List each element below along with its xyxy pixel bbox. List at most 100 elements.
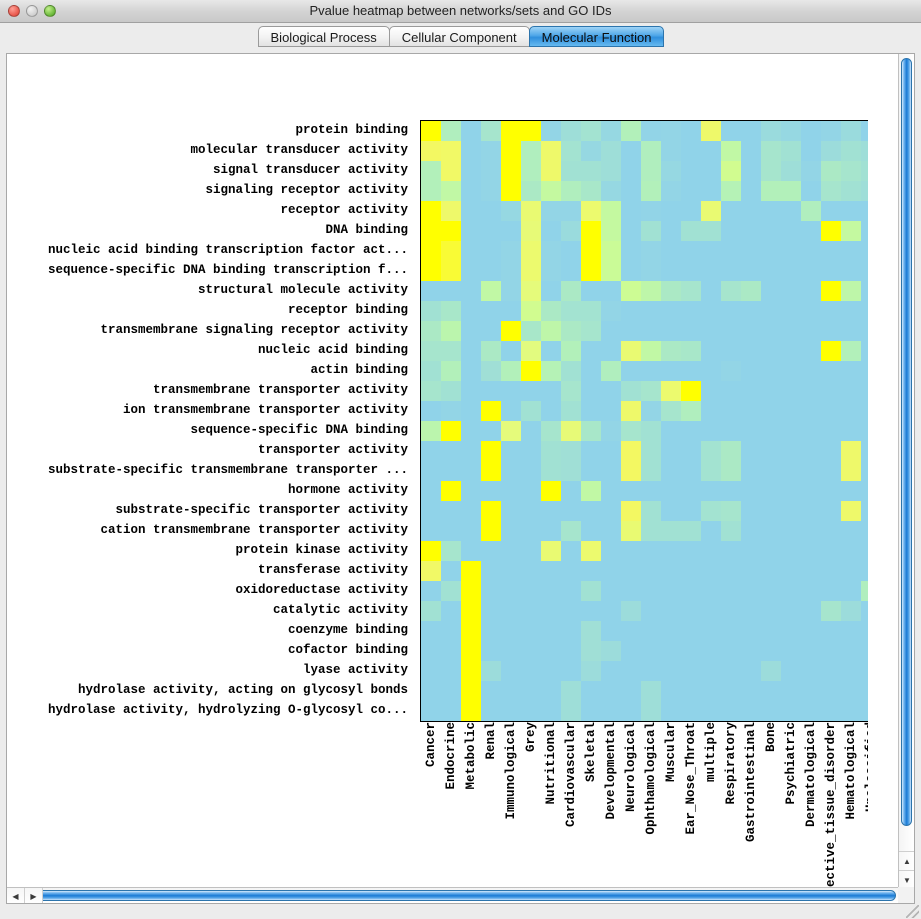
heatmap-cell[interactable] xyxy=(741,121,761,141)
heatmap-cell[interactable] xyxy=(841,661,861,681)
heatmap-cell[interactable] xyxy=(661,141,681,161)
heatmap-cell[interactable] xyxy=(641,641,661,661)
heatmap-cell[interactable] xyxy=(521,521,541,541)
heatmap-cell[interactable] xyxy=(681,581,701,601)
heatmap-cell[interactable] xyxy=(781,581,801,601)
heatmap-cell[interactable] xyxy=(421,661,441,681)
heatmap-cell[interactable] xyxy=(741,501,761,521)
heatmap-cell[interactable] xyxy=(581,581,601,601)
heatmap-cell[interactable] xyxy=(721,221,741,241)
heatmap-cell[interactable] xyxy=(681,601,701,621)
heatmap-cell[interactable] xyxy=(761,421,781,441)
heatmap-cell[interactable] xyxy=(741,601,761,621)
heatmap-cell[interactable] xyxy=(541,641,561,661)
heatmap-cell[interactable] xyxy=(581,221,601,241)
heatmap-cell[interactable] xyxy=(701,361,721,381)
heatmap-cell[interactable] xyxy=(541,661,561,681)
heatmap-cell[interactable] xyxy=(541,461,561,481)
heatmap-cell[interactable] xyxy=(801,701,821,721)
heatmap-cell[interactable] xyxy=(481,361,501,381)
heatmap-cell[interactable] xyxy=(461,561,481,581)
heatmap-cell[interactable] xyxy=(821,641,841,661)
heatmap-cell[interactable] xyxy=(641,321,661,341)
heatmap-cell[interactable] xyxy=(421,201,441,221)
heatmap-cell[interactable] xyxy=(621,681,641,701)
heatmap-cell[interactable] xyxy=(801,381,821,401)
heatmap-cell[interactable] xyxy=(561,541,581,561)
heatmap-cell[interactable] xyxy=(801,361,821,381)
heatmap-cell[interactable] xyxy=(581,141,601,161)
heatmap-cell[interactable] xyxy=(781,561,801,581)
heatmap-cell[interactable] xyxy=(461,301,481,321)
heatmap-cell[interactable] xyxy=(541,261,561,281)
heatmap-cell[interactable] xyxy=(741,341,761,361)
heatmap-cell[interactable] xyxy=(801,481,821,501)
heatmap-cell[interactable] xyxy=(701,561,721,581)
heatmap-cell[interactable] xyxy=(561,441,581,461)
heatmap-cell[interactable] xyxy=(561,361,581,381)
heatmap-cell[interactable] xyxy=(801,241,821,261)
heatmap-cell[interactable] xyxy=(521,181,541,201)
heatmap-cell[interactable] xyxy=(441,381,461,401)
heatmap-cell[interactable] xyxy=(501,401,521,421)
heatmap-cell[interactable] xyxy=(441,581,461,601)
heatmap-cell[interactable] xyxy=(501,661,521,681)
heatmap-cell[interactable] xyxy=(861,301,868,321)
heatmap-cell[interactable] xyxy=(641,681,661,701)
heatmap-cell[interactable] xyxy=(581,341,601,361)
heatmap-cell[interactable] xyxy=(481,261,501,281)
heatmap-cell[interactable] xyxy=(701,541,721,561)
heatmap-cell[interactable] xyxy=(421,581,441,601)
tab-cellular-component[interactable]: Cellular Component xyxy=(388,26,530,47)
heatmap-cell[interactable] xyxy=(681,421,701,441)
heatmap-cell[interactable] xyxy=(461,261,481,281)
heatmap-cell[interactable] xyxy=(821,401,841,421)
heatmap-cell[interactable] xyxy=(761,381,781,401)
heatmap-cell[interactable] xyxy=(541,181,561,201)
heatmap-cell[interactable] xyxy=(421,441,441,461)
heatmap-cell[interactable] xyxy=(601,581,621,601)
heatmap-cell[interactable] xyxy=(481,541,501,561)
heatmap-cell[interactable] xyxy=(641,601,661,621)
heatmap-cell[interactable] xyxy=(601,281,621,301)
heatmap-cell[interactable] xyxy=(841,301,861,321)
heatmap-cell[interactable] xyxy=(421,141,441,161)
heatmap-cell[interactable] xyxy=(621,521,641,541)
heatmap-cell[interactable] xyxy=(801,401,821,421)
heatmap-cell[interactable] xyxy=(861,401,868,421)
heatmap-cell[interactable] xyxy=(441,301,461,321)
heatmap-cell[interactable] xyxy=(481,321,501,341)
heatmap-cell[interactable] xyxy=(721,641,741,661)
heatmap-cell[interactable] xyxy=(601,301,621,321)
heatmap-cell[interactable] xyxy=(661,421,681,441)
heatmap-cell[interactable] xyxy=(461,241,481,261)
heatmap-cell[interactable] xyxy=(601,161,621,181)
heatmap-cell[interactable] xyxy=(861,601,868,621)
heatmap-cell[interactable] xyxy=(541,681,561,701)
heatmap-cell[interactable] xyxy=(641,621,661,641)
heatmap-cell[interactable] xyxy=(421,561,441,581)
heatmap-cell[interactable] xyxy=(661,561,681,581)
horizontal-scrollbar[interactable]: ◀ ▶ xyxy=(7,887,898,903)
heatmap-cell[interactable] xyxy=(481,461,501,481)
heatmap-cell[interactable] xyxy=(761,201,781,221)
heatmap-cell[interactable] xyxy=(781,601,801,621)
heatmap-cell[interactable] xyxy=(521,481,541,501)
heatmap-cell[interactable] xyxy=(581,701,601,721)
heatmap-cell[interactable] xyxy=(501,241,521,261)
heatmap-cell[interactable] xyxy=(841,501,861,521)
heatmap-cell[interactable] xyxy=(701,501,721,521)
heatmap-cell[interactable] xyxy=(621,421,641,441)
heatmap-cell[interactable] xyxy=(821,221,841,241)
heatmap-cell[interactable] xyxy=(861,581,868,601)
heatmap-cell[interactable] xyxy=(441,681,461,701)
heatmap-cell[interactable] xyxy=(421,641,441,661)
heatmap-cell[interactable] xyxy=(741,181,761,201)
heatmap-cell[interactable] xyxy=(761,501,781,521)
heatmap-cell[interactable] xyxy=(701,461,721,481)
heatmap-cell[interactable] xyxy=(701,681,721,701)
heatmap-cell[interactable] xyxy=(661,401,681,421)
heatmap-cell[interactable] xyxy=(641,381,661,401)
heatmap-cell[interactable] xyxy=(661,681,681,701)
heatmap-cell[interactable] xyxy=(601,141,621,161)
